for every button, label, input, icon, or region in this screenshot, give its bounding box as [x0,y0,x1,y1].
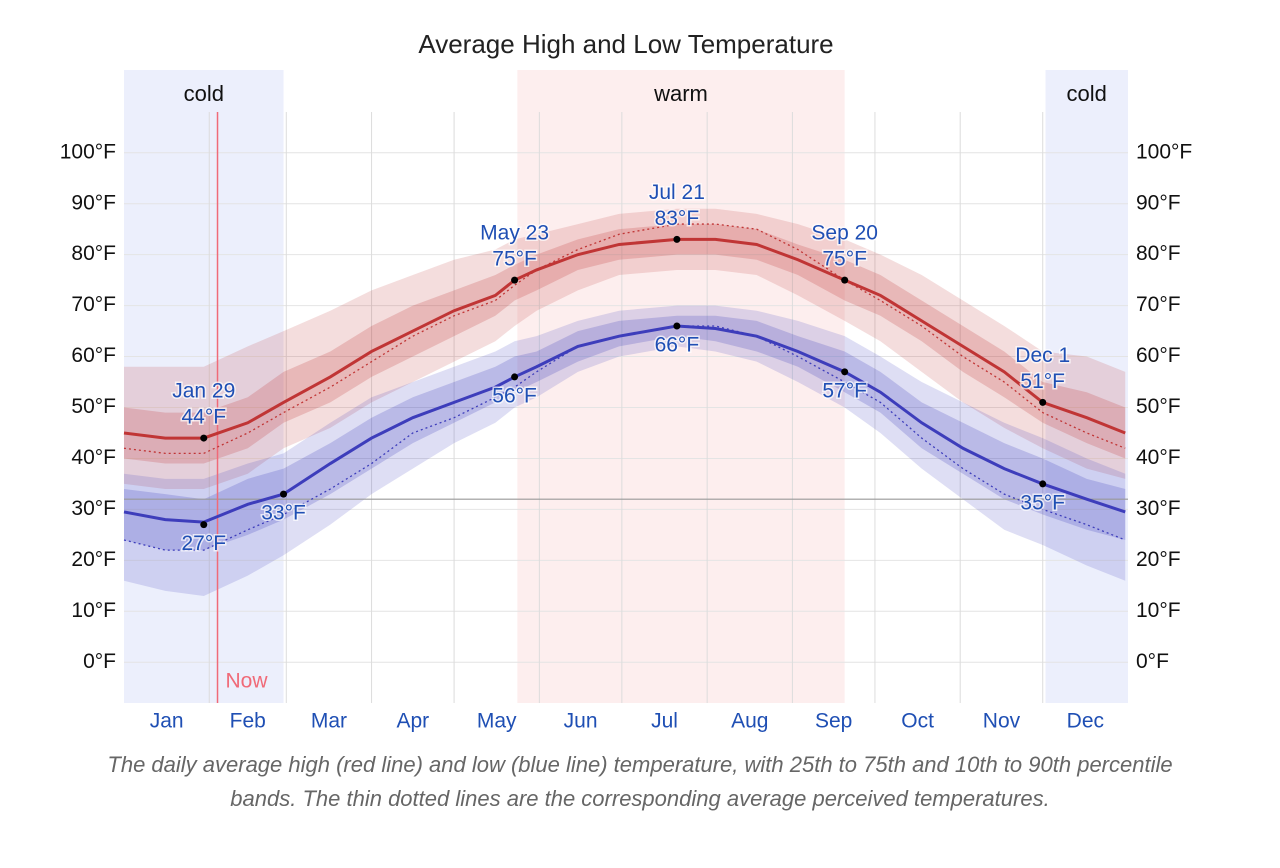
chart-title: Average High and Low Temperature [418,29,833,59]
y-tick-label: 60°F [1136,344,1181,367]
season-band [124,70,284,703]
y-tick-label: 0°F [83,650,116,673]
average-line [123,324,1126,524]
caption: The daily average high (red line) and lo… [107,752,1173,811]
y-tick-label: 10°F [71,599,116,622]
annotation-point [841,276,849,284]
x-tick-label: Oct [901,710,934,733]
annotation-point [200,434,208,442]
x-tick-label: Jul [651,710,678,733]
y-tick-label: 90°F [1136,191,1181,214]
y-tick-label: 70°F [71,293,116,316]
annotation-date: May 23 [480,222,549,245]
x-tick-label: Aug [731,710,768,733]
percentile-band [124,224,1126,464]
y-tick-label: 70°F [1136,293,1181,316]
annotation-date: Jul 21 [649,181,705,204]
y-tick-label: 20°F [1136,548,1181,571]
y-tick-label: 80°F [71,242,116,265]
x-tick-label: Dec [1067,710,1104,733]
y-tick-label: 40°F [71,446,116,469]
now-label: Now [226,670,269,693]
y-tick-label: 30°F [1136,497,1181,520]
y-tick-label: 80°F [1136,242,1181,265]
annotation-value: 56°F [492,384,537,407]
annotation-value: 35°F [1020,491,1065,514]
x-tick-label: Feb [230,710,266,733]
chart: Average High and Low Temperature cold war… [60,29,1193,733]
annotation-point [841,368,849,376]
annotation-value: 27°F [181,532,226,555]
annotation-value: 33°F [261,502,306,525]
season-band [1045,70,1128,703]
annotation-value: 51°F [1020,370,1065,393]
y-tick-label: 50°F [71,395,116,418]
annotation-value: 83°F [655,207,700,230]
percentile-band [124,315,1126,551]
annotation-date: Sep 20 [811,222,878,245]
season-label: cold [1067,81,1107,106]
annotation-value: 66°F [655,334,700,357]
annotation-value: 57°F [822,379,867,402]
annotation-point [1039,480,1047,488]
y-tick-label: 50°F [1136,395,1181,418]
annotation-point [1039,398,1047,406]
x-tick-label: Sep [815,710,852,733]
average-line [123,237,1126,440]
x-tick-label: Mar [311,710,347,733]
x-tick-label: May [477,710,517,733]
annotation-point [673,235,681,243]
y-tick-label: 40°F [1136,446,1181,469]
season-band [517,70,845,703]
y-tick-label: 10°F [1136,599,1181,622]
annotation-point [511,276,519,284]
annotation-point [673,322,681,330]
annotation-date: Jan 29 [172,380,235,403]
y-tick-label: 60°F [71,344,116,367]
y-tick-label: 30°F [71,497,116,520]
percentile-band [124,305,1126,597]
x-tick-label: Nov [983,710,1021,733]
y-tick-label: 100°F [1136,140,1192,163]
y-tick-label: 0°F [1136,650,1169,673]
annotation-value: 44°F [181,406,226,429]
annotation-point [511,373,519,381]
annotation-point [200,521,208,529]
annotation-value: 75°F [822,248,867,271]
percentile-band [124,208,1126,490]
annotation-point [280,490,288,498]
annotation-date: Dec 1 [1015,344,1070,367]
season-label: warm [653,81,708,106]
annotation-value: 75°F [492,248,537,271]
y-tick-label: 20°F [71,548,116,571]
x-tick-label: Jun [564,710,598,733]
x-tick-label: Jan [150,710,184,733]
y-tick-label: 90°F [71,191,116,214]
y-tick-label: 100°F [60,140,116,163]
season-label: cold [184,81,224,106]
x-tick-label: Apr [396,710,429,733]
